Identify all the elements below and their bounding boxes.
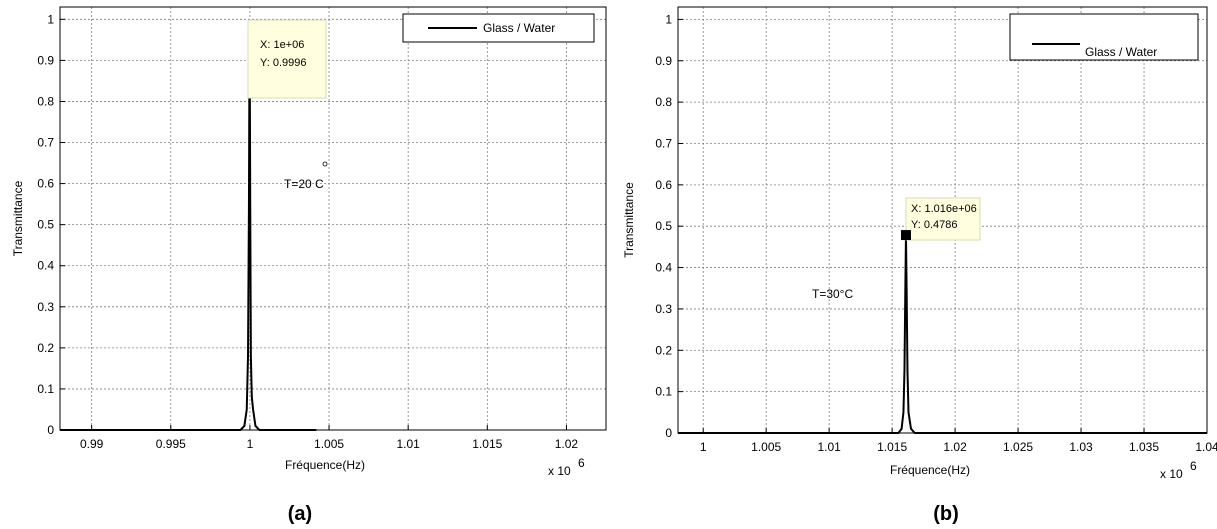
y-tick-label: 1 xyxy=(47,12,54,26)
y-tick-label: 0.5 xyxy=(37,218,54,232)
datatip-line: Y: 0.9996 xyxy=(260,57,307,69)
x-axis-label: Fréquence(Hz) xyxy=(890,463,970,477)
datatip-box xyxy=(905,197,981,241)
x-multiplier-exponent: 6 xyxy=(1190,459,1197,473)
panel-caption: (a) xyxy=(288,503,312,525)
series-line-glass-water xyxy=(60,19,317,431)
x-tick-label: 1.01 xyxy=(817,440,841,454)
x-tick-label: 1.015 xyxy=(472,437,502,451)
y-axis-label: Transmittance xyxy=(11,180,25,256)
x-tick-label: 1.035 xyxy=(1129,440,1159,454)
y-tick-label: 0.7 xyxy=(655,136,672,150)
y-tick-label: 0 xyxy=(47,423,54,437)
y-axis-label: Transmittance xyxy=(622,182,636,258)
x-tick-label: 1.005 xyxy=(314,437,344,451)
y-tick-label: 0.8 xyxy=(37,94,54,108)
y-tick-label: 0.3 xyxy=(37,300,54,314)
x-multiplier-label: x 10 xyxy=(548,464,571,478)
x-axis-label: Fréquence(Hz) xyxy=(285,458,365,472)
x-multiplier-label: x 10 xyxy=(1160,467,1183,481)
chart-panel-a: 0.99 0.995 1 1.005 1.01 1.015 1.02 0 0.1 0.2 0.3 0.… xyxy=(11,6,607,525)
y-tick-label: 0.8 xyxy=(655,95,672,109)
x-tick-label: 1.01 xyxy=(396,437,420,451)
y-tick-label: 0.4 xyxy=(37,259,54,273)
series-line-glass-water xyxy=(678,235,1207,434)
temperature-annotation: T=20 C xyxy=(284,177,324,191)
y-tick-label: 0.9 xyxy=(37,53,54,67)
y-tick-label: 0.1 xyxy=(37,382,54,396)
y-tick-label: 0 xyxy=(665,426,672,440)
x-tick-label: 1.005 xyxy=(751,440,781,454)
x-tick-label: 1.02 xyxy=(943,440,967,454)
x-tick-label: 1.015 xyxy=(877,440,907,454)
legend-entry: Glass / Water xyxy=(1085,45,1157,59)
x-tick-label: 1.04 xyxy=(1195,440,1217,454)
y-tick-label: 0.3 xyxy=(655,302,672,316)
x-tick-label: 1.02 xyxy=(555,437,579,451)
y-tick-label: 0.6 xyxy=(37,177,54,191)
chart-panel-b: 1 1.005 1.01 1.015 1.02 1.025 1.03 1.035 1.04 0 0.… xyxy=(622,6,1217,525)
annotation-marker xyxy=(322,161,328,167)
y-tick-label: 0.5 xyxy=(655,219,672,233)
x-tick-label: 0.995 xyxy=(156,437,186,451)
x-tick-label: 0.99 xyxy=(80,437,104,451)
datatip-line: X: 1e+06 xyxy=(260,39,304,51)
y-tick-label: 0.9 xyxy=(655,54,672,68)
x-tick-label: 1 xyxy=(247,437,254,451)
panel-caption: (b) xyxy=(933,503,959,525)
x-tick-label: 1.025 xyxy=(1003,440,1033,454)
y-tick-label: 0.2 xyxy=(37,341,54,355)
y-tick-label: 1 xyxy=(665,12,672,26)
x-tick-label: 1 xyxy=(700,440,707,454)
y-tick-label: 0.1 xyxy=(655,385,672,399)
datatip-line: X: 1.016e+06 xyxy=(911,203,977,215)
legend-box xyxy=(1009,13,1199,61)
y-tick-label: 0.4 xyxy=(655,261,672,275)
datatip-marker xyxy=(900,230,911,241)
temperature-annotation: T=30°C xyxy=(812,287,853,301)
plot-area xyxy=(59,6,607,431)
y-tick-label: 0.7 xyxy=(37,136,54,150)
x-tick-label: 1.03 xyxy=(1069,440,1093,454)
y-tick-label: 0.2 xyxy=(655,343,672,357)
y-tick-label: 0.6 xyxy=(655,178,672,192)
datatip-box xyxy=(247,19,327,99)
x-multiplier-exponent: 6 xyxy=(578,456,585,470)
legend-entry: Glass / Water xyxy=(483,21,555,35)
datatip-line: Y: 0.4786 xyxy=(911,219,958,231)
